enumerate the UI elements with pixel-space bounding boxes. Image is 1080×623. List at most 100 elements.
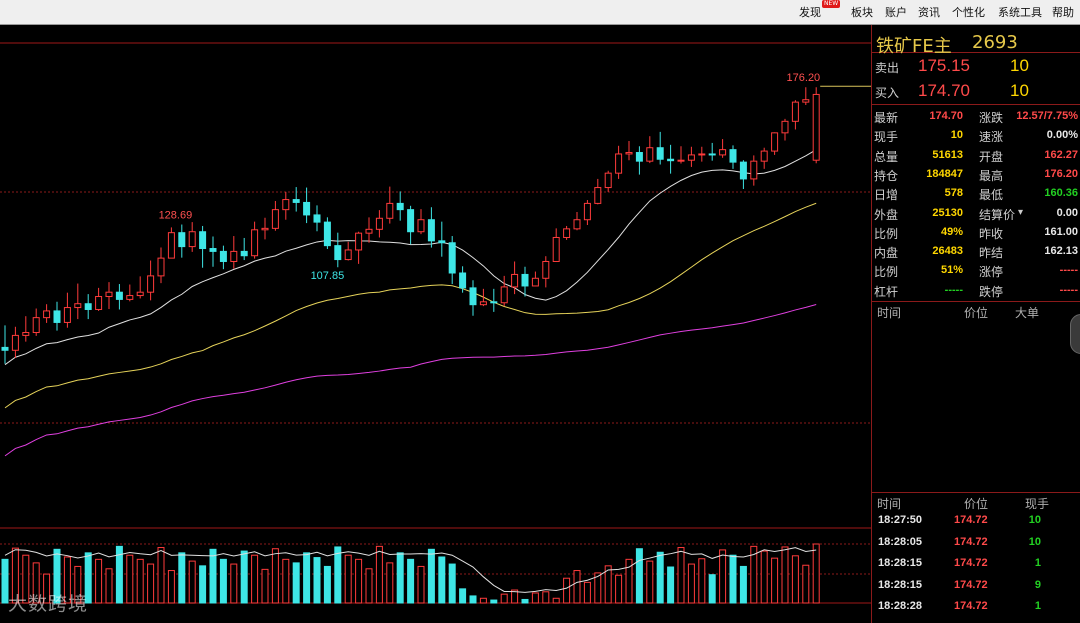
volume-bar — [334, 546, 342, 604]
sell-quote[interactable]: 卖出 175.15 10 — [872, 55, 1080, 79]
stat-value: 160.36 — [1044, 187, 1078, 200]
volume-bar — [427, 548, 435, 604]
stat-label: 涨停 — [979, 265, 1004, 280]
menu-help[interactable]: 帮助 — [1052, 6, 1074, 19]
candle — [521, 266, 529, 297]
volume-bar — [313, 557, 321, 604]
candle — [573, 212, 581, 231]
stats-row: 日增 578 最低 160.36 — [872, 184, 1080, 203]
order-header-big: 大单 — [1015, 306, 1040, 320]
stat-label: 比例 — [874, 265, 899, 280]
candle — [147, 260, 155, 301]
candle — [157, 247, 165, 284]
menu-account[interactable]: 账户 — [885, 6, 907, 19]
candle — [251, 221, 259, 259]
volume-bar — [594, 572, 602, 604]
stats-row: 最新 174.70 涨跌 12.57/7.75% — [872, 107, 1080, 126]
menu-discover[interactable]: 发现 — [799, 6, 821, 19]
volume-bar — [199, 565, 207, 604]
volume-bar — [615, 574, 623, 604]
menu-system-tools[interactable]: 系统工具 — [998, 6, 1042, 19]
volume-bar — [178, 552, 186, 604]
volume-bar — [500, 593, 508, 604]
stat-label: 最新 — [874, 111, 899, 125]
volume-bar — [1, 558, 9, 604]
candle — [625, 141, 633, 161]
volume-bar — [63, 556, 71, 604]
candle — [604, 170, 612, 192]
stat-label: 比例 — [874, 226, 899, 241]
volume-bar — [84, 552, 92, 604]
settle-dropdown-icon[interactable]: ▾ — [1018, 206, 1024, 218]
stat-value: 49% — [940, 225, 963, 238]
volume-ma-line — [4, 547, 817, 593]
volume-bar — [188, 560, 196, 604]
candle — [365, 217, 373, 243]
volume-bar — [791, 555, 799, 604]
volume-bar — [459, 588, 467, 604]
contract-name: 铁矿FE主 — [876, 36, 952, 57]
candle — [32, 308, 40, 336]
volume-bar — [157, 547, 165, 604]
volume-bar — [147, 563, 155, 604]
candle — [407, 205, 415, 245]
volume-bar — [53, 548, 61, 604]
sell-label: 卖出 — [875, 61, 900, 75]
volume-bar — [271, 548, 279, 604]
volume-bar — [573, 570, 581, 604]
stat-label: 结算价 — [979, 207, 1016, 222]
side-toggle-button[interactable] — [1070, 314, 1080, 354]
menu-personalize[interactable]: 个性化 — [952, 6, 985, 19]
volume-bar — [407, 558, 415, 604]
volume-bar — [167, 570, 175, 604]
volume-bar — [531, 592, 539, 604]
contract-title: 铁矿FE主 2693 — [872, 31, 1080, 57]
candle — [667, 144, 675, 174]
stats-row: 杠杆 ----- 跌停 ----- — [872, 281, 1080, 300]
stats-row: 持仓 184847 最高 176.20 — [872, 165, 1080, 184]
candle — [708, 142, 716, 161]
stat-value: 578 — [944, 187, 963, 200]
candle — [417, 209, 425, 235]
menu-sectors[interactable]: 板块 — [851, 6, 873, 19]
stat-label: 外盘 — [874, 207, 899, 222]
candle — [500, 275, 508, 307]
volume-bar — [74, 565, 82, 604]
candle — [656, 131, 664, 165]
candle — [271, 201, 279, 231]
stat-label: 昨结 — [979, 246, 1004, 261]
volume-bar — [32, 562, 40, 604]
volume-bar — [469, 595, 477, 604]
volume-bar — [583, 581, 591, 604]
candlesticks — [1, 87, 820, 364]
stat-label: 内盘 — [874, 246, 899, 261]
kline-chart[interactable]: 176.20 128.69 107.85 — [0, 25, 871, 623]
candle — [396, 191, 404, 221]
candle — [427, 207, 435, 248]
candle — [583, 200, 591, 225]
price-annotations: 176.20 128.69 107.85 — [159, 72, 871, 282]
candle — [375, 210, 383, 238]
stat-value: 184847 — [926, 167, 963, 180]
tick-list: 时间 价位 现手 18:27:50 174.72 10 18:28:05 174.72 1… — [872, 492, 1080, 623]
volume-bar — [438, 556, 446, 604]
candle — [313, 205, 321, 232]
candle — [531, 271, 539, 287]
candle — [812, 87, 820, 164]
candle — [22, 316, 30, 342]
menu-news[interactable]: 资讯 — [918, 6, 940, 19]
volume-bar — [521, 598, 529, 604]
stat-label: 涨跌 — [979, 111, 1004, 125]
volume-bar — [635, 548, 643, 604]
buy-quote[interactable]: 买入 174.70 10 — [872, 80, 1080, 104]
candle — [646, 136, 654, 164]
volume-bar — [230, 563, 238, 604]
candle — [490, 288, 498, 312]
volume-bar — [396, 552, 404, 604]
volume-bar — [781, 546, 789, 604]
tick-volume: 10 — [1028, 514, 1041, 526]
candle — [126, 284, 134, 302]
volume-bar — [698, 558, 706, 604]
tick-time: 18:28:15 — [878, 578, 923, 591]
volume-bar — [750, 545, 758, 604]
